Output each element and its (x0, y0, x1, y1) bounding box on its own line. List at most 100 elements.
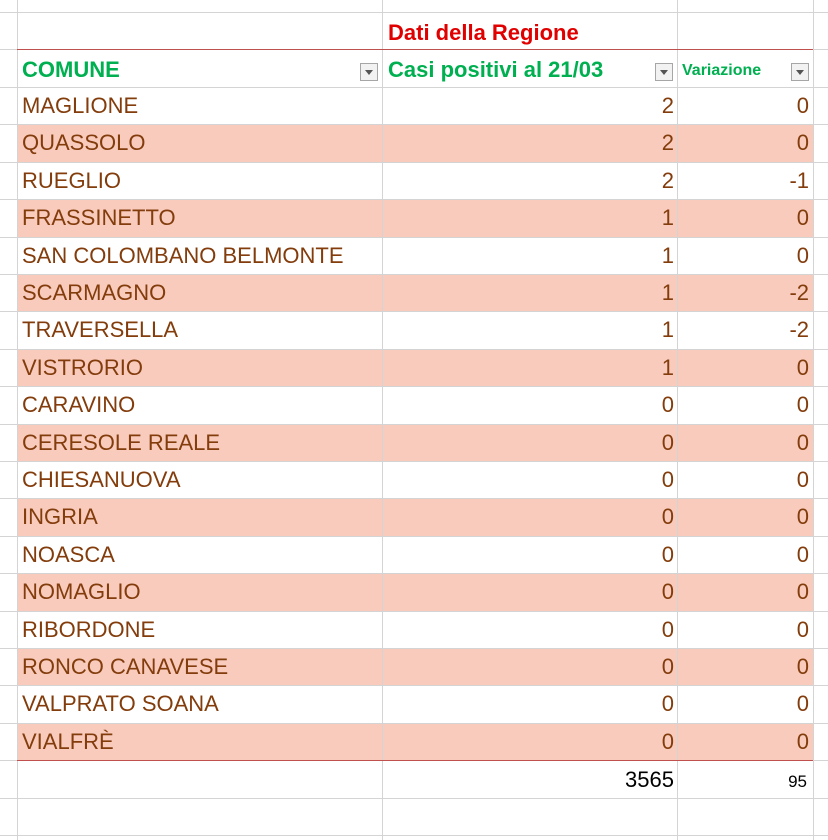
cell-text: RONCO CANAVESE (22, 654, 229, 679)
cell-text: NOMAGLIO (22, 579, 141, 605)
row-fill (17, 348, 813, 387)
cell-text: QUASSOLO (22, 130, 146, 156)
cell-text: SCARMAGNO (22, 280, 167, 305)
cell-text: CERESOLE REALE (22, 429, 221, 455)
cell-text: MAGLIONE (22, 93, 139, 118)
grid-line (0, 236, 828, 238)
grid-line (0, 12, 828, 13)
cell-number: 0 (661, 691, 674, 717)
grid-line (0, 124, 828, 126)
row-fill (17, 124, 813, 162)
cell-text: SAN COLOMBANO BELMONTE (22, 242, 344, 268)
cell-number: 1 (661, 354, 674, 380)
cell-number: 2 (661, 130, 674, 156)
cell-number: 0 (796, 504, 809, 530)
cell-number: 0 (796, 242, 809, 268)
cell-number: 0 (796, 130, 809, 156)
column-header: Casi positivi al 21/03 (388, 57, 604, 82)
row-fill (17, 648, 813, 686)
cell-text: VISTRORIO (22, 354, 144, 380)
cell-number: 0 (796, 654, 809, 679)
group-header: Dati della Regione (388, 20, 579, 45)
grid-line (0, 161, 828, 163)
cell-number: 0 (796, 205, 809, 231)
cell-number: -2 (789, 317, 809, 343)
border-line (17, 760, 813, 762)
total: 95 (788, 772, 807, 792)
grid-line (0, 199, 828, 201)
column-header: Variazione (682, 62, 762, 79)
cell-number: 0 (661, 579, 674, 605)
grid-line (0, 722, 828, 724)
cell-number: 1 (661, 205, 674, 231)
cell-number: 2 (661, 167, 674, 193)
grid-line (0, 685, 828, 687)
cell-text: VALPRATO SOANA (22, 691, 219, 717)
row-fill (17, 722, 813, 761)
cell-number: -1 (789, 167, 809, 193)
total: 3565 (625, 767, 674, 793)
cell-number: 0 (796, 579, 809, 605)
grid-line (17, 0, 18, 840)
cell-number: 0 (796, 467, 809, 492)
grid-line (0, 348, 828, 350)
grid-line (0, 461, 828, 462)
cell-text: CHIESANUOVA (22, 467, 181, 492)
grid-line (0, 610, 828, 612)
grid-line (0, 386, 828, 388)
grid-line (0, 423, 828, 425)
cell-number: 0 (661, 504, 674, 530)
cell-number: 1 (661, 242, 674, 268)
column-header: COMUNE (22, 57, 120, 82)
grid-line (813, 0, 814, 840)
grid-line (0, 573, 828, 575)
filter-button[interactable] (791, 63, 809, 81)
cell-number: 0 (796, 354, 809, 380)
grid-line (0, 648, 828, 649)
grid-line (382, 0, 383, 840)
row-fill (17, 573, 813, 611)
row-fill (17, 498, 813, 536)
border-line (17, 49, 813, 50)
cell-text: RUEGLIO (22, 167, 122, 193)
cell-text: TRAVERSELLA (22, 317, 179, 343)
grid-line (0, 498, 828, 500)
row-fill (17, 274, 813, 312)
cell-text: NOASCA (22, 541, 115, 567)
cell-number: 0 (796, 541, 809, 567)
cell-number: -2 (789, 280, 809, 305)
cell-number: 0 (661, 728, 674, 754)
cell-number: 0 (796, 429, 809, 455)
cell-number: 1 (661, 317, 674, 343)
cell-text: INGRIA (22, 504, 98, 530)
cell-number: 0 (796, 616, 809, 642)
grid-line (0, 835, 828, 836)
row-fill (17, 423, 813, 461)
filter-button[interactable] (360, 63, 378, 81)
row-fill (17, 199, 813, 237)
filter-button[interactable] (655, 63, 673, 81)
cell-text: VIALFRÈ (22, 728, 114, 754)
grid-line (0, 535, 828, 537)
cell-number: 0 (796, 691, 809, 717)
cell-number: 0 (661, 616, 674, 642)
grid-line (677, 0, 678, 840)
cell-number: 0 (796, 728, 809, 754)
grid-line (0, 797, 828, 799)
cell-text: RIBORDONE (22, 616, 156, 642)
cell-number: 0 (661, 467, 674, 492)
cell-number: 0 (661, 429, 674, 455)
grid-line (0, 274, 828, 275)
cell-number: 0 (661, 654, 674, 679)
grid-line (0, 311, 828, 313)
cell-number: 2 (661, 93, 674, 118)
grid-line (0, 87, 828, 88)
cell-number: 0 (661, 392, 674, 418)
cell-number: 0 (796, 93, 809, 118)
cell-text: FRASSINETTO (22, 205, 176, 231)
cell-number: 1 (661, 280, 674, 305)
cell-number: 0 (796, 392, 809, 418)
cell-number: 0 (661, 541, 674, 567)
cell-text: CARAVINO (22, 392, 136, 418)
